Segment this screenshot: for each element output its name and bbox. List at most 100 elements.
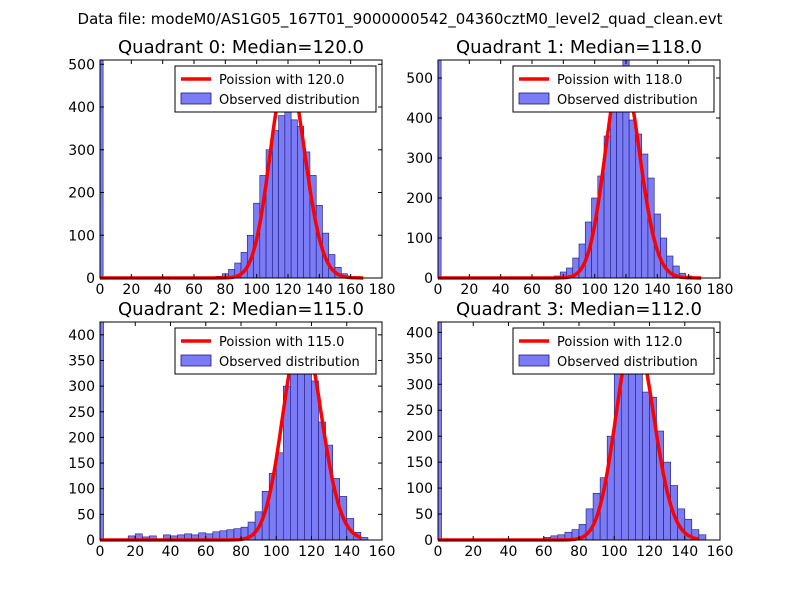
y-tick-label: 400 [406, 325, 433, 341]
x-tick-label: 100 [601, 544, 628, 560]
x-tick-label: 0 [96, 544, 105, 560]
y-tick-label: 200 [406, 191, 433, 207]
legend: Poission with 118.0 Observed distribution [512, 65, 715, 113]
y-tick-label: 100 [68, 482, 95, 498]
x-tick-label: 180 [369, 282, 396, 298]
x-tick-label: 40 [492, 282, 510, 298]
panel-title: Quadrant 3: Median=112.0 [456, 299, 702, 320]
legend-label-observed: Observed distribution [557, 93, 698, 108]
y-tick-label: 150 [68, 456, 95, 472]
histogram-bar [437, 321, 442, 541]
panel-title: Quadrant 1: Median=118.0 [456, 37, 702, 58]
panel-0: 0 20 40 60 80 100 120 140 160 180 0 100 200 300 400 500… [68, 37, 395, 298]
x-tick-label: 60 [523, 282, 541, 298]
x-tick-label: 160 [337, 282, 364, 298]
x-tick-label: 100 [263, 544, 290, 560]
axes-frame [99, 59, 383, 279]
y-tick-label: 50 [77, 507, 95, 523]
histogram-bar [635, 365, 643, 541]
x-tick-label: 160 [707, 544, 734, 560]
legend-bar-swatch [518, 354, 550, 367]
y-tick-label: 300 [68, 379, 95, 395]
y-tick-label: 350 [68, 353, 95, 369]
legend-label-poisson: Poission with 115.0 [219, 335, 344, 350]
x-tick-label: 0 [434, 544, 443, 560]
y-tick-label: 200 [68, 186, 95, 202]
x-tick-label: 60 [535, 544, 553, 560]
panel-3: 0 20 40 60 80 100 120 140 160 0 50 100 150 200 250 300 3… [406, 299, 733, 560]
x-tick-label: 120 [275, 282, 302, 298]
y-tick-label: 400 [68, 100, 95, 116]
y-tick-label: 350 [406, 351, 433, 367]
legend: Poission with 112.0 Observed distribution [512, 327, 715, 375]
y-tick-label: 250 [406, 403, 433, 419]
x-tick-label: 40 [154, 282, 172, 298]
legend-label-poisson: Poission with 112.0 [557, 335, 682, 350]
histogram-bar [278, 115, 286, 279]
x-tick-label: 140 [644, 282, 671, 298]
panel-1: 0 20 40 60 80 100 120 140 160 180 0 100 200 300 400 500… [406, 37, 733, 298]
histogram-bar [628, 119, 636, 279]
x-tick-label: 20 [460, 282, 478, 298]
histogram-bar [290, 349, 298, 541]
y-tick-label: 200 [406, 429, 433, 445]
x-tick-label: 20 [464, 544, 482, 560]
axes-frame [437, 59, 721, 279]
x-tick-label: 140 [671, 544, 698, 560]
y-tick-label: 400 [406, 111, 433, 127]
x-tick-label: 100 [581, 282, 608, 298]
x-tick-label: 140 [333, 544, 360, 560]
y-tick-label: 300 [406, 151, 433, 167]
legend: Poission with 115.0 Observed distribution [174, 327, 377, 375]
x-tick-label: 80 [232, 544, 250, 560]
y-tick-label: 150 [406, 455, 433, 471]
histogram-bar [99, 321, 104, 541]
x-tick-label: 60 [185, 282, 203, 298]
histogram-bar [698, 534, 707, 541]
x-tick-label: 160 [675, 282, 702, 298]
y-tick-label: 300 [406, 377, 433, 393]
x-tick-label: 80 [216, 282, 234, 298]
x-tick-label: 20 [126, 544, 144, 560]
legend-bar-swatch [180, 92, 212, 105]
histogram-bar [272, 130, 279, 279]
x-tick-label: 140 [306, 282, 333, 298]
legend-bar-swatch [180, 354, 212, 367]
x-tick-label: 120 [613, 282, 640, 298]
x-tick-label: 80 [554, 282, 572, 298]
y-tick-label: 100 [406, 481, 433, 497]
legend-label-observed: Observed distribution [219, 355, 360, 370]
legend-label-observed: Observed distribution [557, 355, 698, 370]
x-tick-label: 160 [369, 544, 396, 560]
y-tick-label: 500 [68, 57, 95, 73]
y-tick-label: 0 [86, 271, 95, 287]
x-tick-label: 40 [500, 544, 518, 560]
y-tick-label: 0 [86, 533, 95, 549]
y-tick-label: 100 [406, 231, 433, 247]
y-tick-label: 500 [406, 71, 433, 87]
x-tick-label: 120 [636, 544, 663, 560]
legend: Poission with 120.0 Observed distribution [174, 65, 377, 113]
histogram-bar [284, 108, 292, 279]
panel-2: 0 20 40 60 80 100 120 140 160 0 50 100 150 200 250 300 3… [68, 299, 395, 560]
y-tick-label: 250 [68, 405, 95, 421]
y-tick-label: 50 [415, 507, 433, 523]
x-tick-label: 100 [243, 282, 270, 298]
x-tick-label: 60 [197, 544, 215, 560]
legend-label-observed: Observed distribution [219, 93, 360, 108]
histogram-bar [610, 109, 617, 279]
panel-title: Quadrant 0: Median=120.0 [118, 37, 364, 58]
x-tick-label: 20 [122, 282, 140, 298]
x-tick-label: 80 [570, 544, 588, 560]
histogram-bar [642, 391, 650, 541]
legend-label-poisson: Poission with 118.0 [557, 73, 682, 88]
histogram-bar [290, 119, 298, 279]
x-tick-label: 40 [162, 544, 180, 560]
y-tick-label: 0 [424, 533, 433, 549]
x-tick-label: 120 [298, 544, 325, 560]
y-tick-label: 0 [424, 271, 433, 287]
histogram-bar [275, 452, 284, 541]
legend-label-poisson: Poission with 120.0 [219, 73, 344, 88]
x-tick-label: 0 [434, 282, 443, 298]
panel-title: Quadrant 2: Median=115.0 [118, 299, 364, 320]
